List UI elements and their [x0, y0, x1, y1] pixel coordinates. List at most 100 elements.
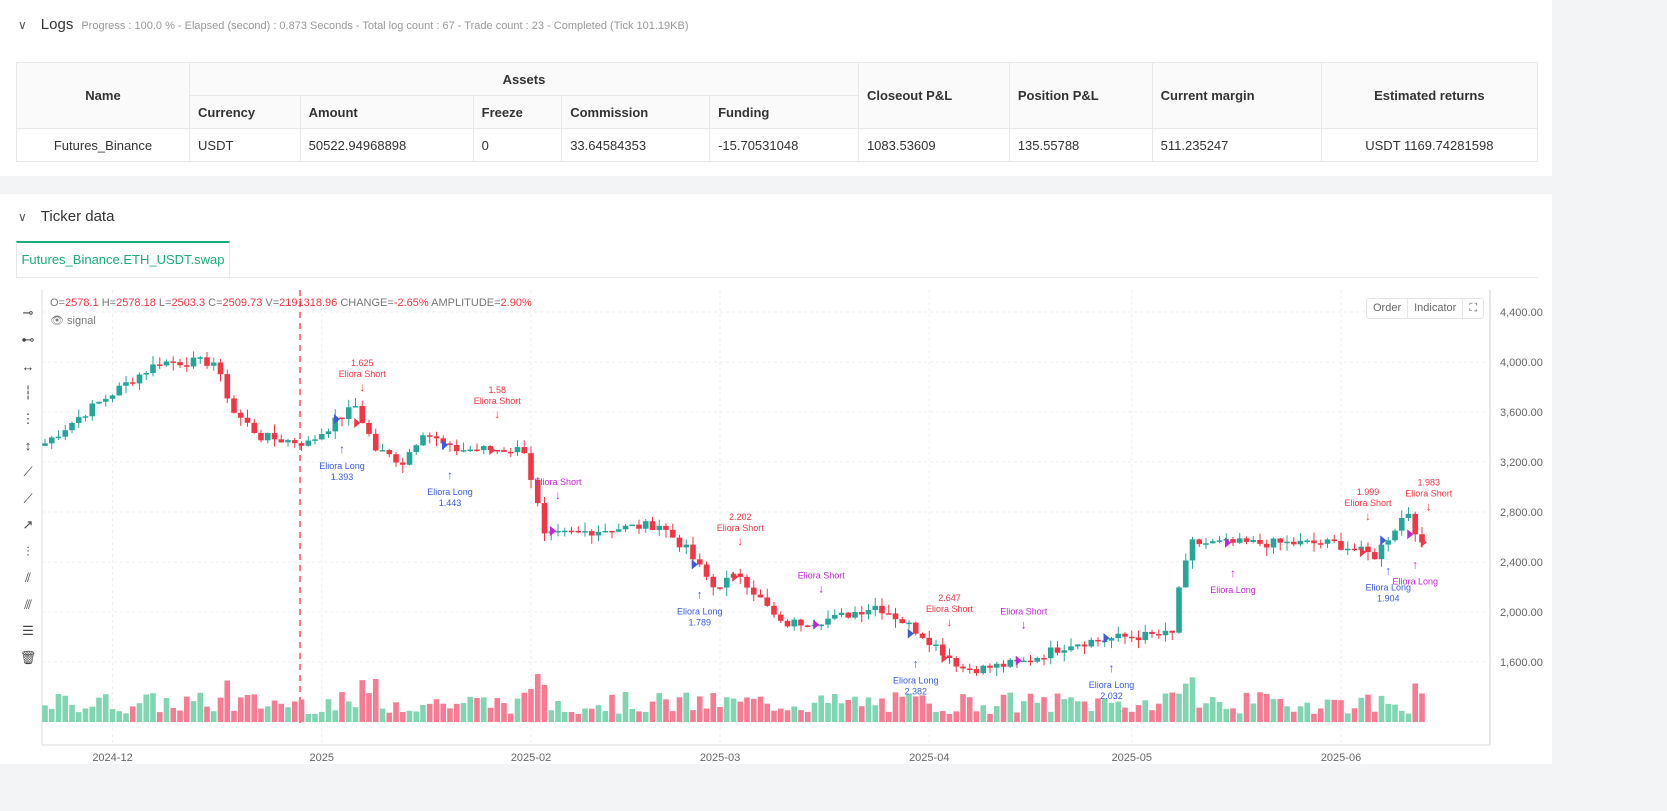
ray-line-icon[interactable]: ⟋: [23, 490, 33, 506]
candle-body: [399, 462, 406, 465]
entry-marker-icon: [1360, 547, 1366, 558]
candle-body: [690, 544, 696, 560]
entry-marker-icon: [550, 525, 556, 536]
indicator-button[interactable]: Indicator: [1408, 299, 1464, 318]
candle-body: [467, 449, 474, 452]
ticker-header[interactable]: ∨ Ticker data: [18, 208, 114, 225]
volume-bar: [703, 708, 710, 722]
volume-bar: [575, 713, 582, 722]
vertical-ray-icon[interactable]: ↕: [24, 438, 32, 454]
volume-bar: [595, 705, 602, 722]
volume-bar: [487, 707, 494, 722]
volume-bar: [55, 694, 62, 722]
candle-body: [987, 665, 993, 668]
close-value: 2509.73: [222, 297, 263, 309]
volume-bar: [1176, 693, 1182, 722]
x-tick-label: 2024-12: [92, 752, 132, 764]
signal-value: 1.983: [1417, 477, 1440, 487]
candle-body: [258, 432, 264, 441]
volume-bar: [845, 699, 852, 722]
arrow-line-icon[interactable]: ↗: [22, 517, 34, 533]
signal-label: Eliora Long: [893, 676, 939, 686]
candle-body: [953, 657, 960, 667]
volume-bar: [690, 710, 696, 722]
candle-body: [683, 544, 690, 548]
candle-body: [291, 440, 298, 444]
price-channel-icon[interactable]: ⫶: [26, 543, 30, 559]
volume-bar: [1230, 708, 1236, 722]
volume-bar: [460, 703, 467, 722]
volume-bar: [1203, 703, 1209, 722]
logs-summary: Progress : 100.0 % - Elapsed (second) : …: [81, 20, 689, 32]
candle-body: [143, 372, 150, 375]
candle-body: [1209, 541, 1216, 544]
ticker-title: Ticker data: [40, 208, 115, 225]
volume-bar: [1371, 711, 1378, 722]
candle-body: [480, 446, 487, 451]
horizontal-ray-icon[interactable]: ⊷: [21, 331, 35, 347]
volume-bar: [1358, 697, 1365, 722]
trend-line-icon[interactable]: ⟋: [23, 464, 33, 480]
volume-bar: [1331, 699, 1338, 722]
candle-body: [1162, 630, 1169, 636]
candle-body: [534, 479, 541, 504]
chevron-down-icon[interactable]: ∨: [18, 18, 27, 32]
candle-body: [1297, 540, 1304, 545]
volume-bar: [480, 697, 487, 722]
vertical-segment-icon[interactable]: ⋮: [21, 411, 35, 427]
volume-bar: [1020, 701, 1027, 722]
candle-body: [447, 443, 453, 445]
fib-lines-icon[interactable]: ☰: [22, 623, 34, 639]
volume-value: 2191318.96: [279, 297, 338, 309]
trash-icon[interactable]: 🗑: [19, 649, 37, 665]
signal-value: 2.032: [1100, 691, 1123, 701]
candle-body: [1061, 650, 1068, 653]
candle-body: [1149, 631, 1155, 634]
candle-body: [109, 395, 116, 399]
signal-indicator[interactable]: 👁 signal: [50, 314, 96, 327]
volume-bar: [386, 712, 393, 722]
volume-bar: [1297, 706, 1304, 722]
ticker-panel: ∨ Ticker data Futures_Binance.ETH_USDT.s…: [0, 194, 1552, 764]
volume-bar: [1196, 707, 1203, 722]
eye-icon[interactable]: 👁: [50, 315, 64, 327]
candle-body: [305, 440, 312, 446]
candle-body: [150, 364, 156, 373]
candle-body: [1270, 538, 1277, 548]
fibonacci-icon[interactable]: ⫻: [24, 596, 32, 612]
candle-body: [737, 573, 744, 577]
candle-body: [190, 357, 197, 367]
signal-label: Eliora Short: [926, 604, 974, 614]
tab-eth-usdt-swap[interactable]: Futures_Binance.ETH_USDT.swap: [16, 241, 230, 277]
x-tick-label: 2025-05: [1112, 752, 1152, 764]
volume-bar: [1324, 699, 1331, 722]
candle-body: [460, 450, 467, 452]
candle-body: [325, 431, 332, 435]
volume-bar: [305, 713, 312, 722]
x-tick-label: 2025-02: [511, 752, 551, 764]
fullscreen-icon[interactable]: ⛶: [1469, 302, 1478, 314]
vertical-line-icon[interactable]: ┆: [24, 384, 32, 400]
candle-body: [62, 430, 69, 437]
segment-icon[interactable]: ↔: [21, 358, 35, 374]
volume-bar: [379, 708, 386, 722]
horizontal-line-icon[interactable]: ⊸: [22, 305, 34, 321]
candle-body: [966, 668, 973, 670]
candle-body: [1257, 539, 1263, 544]
candle-body: [1263, 543, 1270, 548]
volume-bar: [1284, 706, 1290, 722]
chevron-down-icon[interactable]: ∨: [18, 210, 27, 224]
volume-bar: [433, 699, 440, 722]
col-amount: Amount: [299, 95, 474, 129]
entry-marker-icon: [1380, 535, 1387, 546]
candle-body: [298, 443, 305, 446]
logs-header[interactable]: ∨ Logs Progress : 100.0 % - Elapsed (sec…: [18, 16, 689, 33]
order-button[interactable]: Order: [1367, 299, 1409, 318]
volume-bar: [231, 710, 237, 722]
signal-value: 1.789: [688, 618, 711, 628]
candle-body: [1182, 560, 1189, 588]
parallel-line-icon[interactable]: ⫽: [25, 570, 31, 586]
volume-bar: [609, 694, 615, 722]
candle-body: [1344, 548, 1351, 551]
